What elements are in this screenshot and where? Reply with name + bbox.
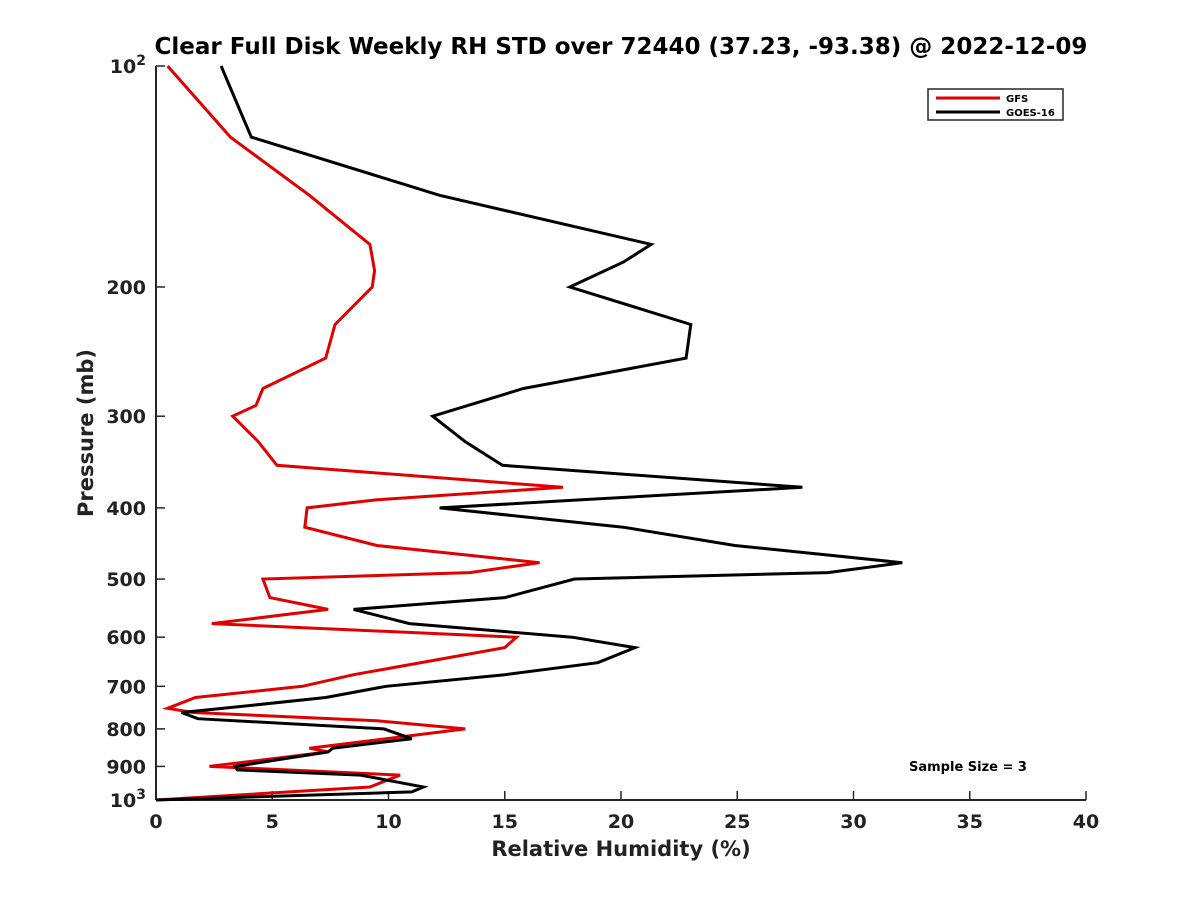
y-tick-label: 400 — [106, 498, 146, 520]
y-tick-label: 500 — [106, 569, 146, 591]
y-axis-label: Pressure (mb) — [74, 349, 98, 517]
x-axis-ticks: 0 5 10 15 20 25 30 35 40 — [149, 791, 1099, 833]
y-tick-label: 200 — [106, 277, 146, 299]
series-line-gfs — [155, 65, 564, 802]
x-tick-label: 35 — [957, 811, 983, 833]
series-lines — [155, 65, 903, 802]
legend: GFS GOES-16 — [927, 88, 1064, 121]
x-tick-label: 0 — [149, 811, 162, 833]
y-tick-exponent: 3 — [136, 787, 146, 803]
y-tick-base: 10 — [110, 790, 136, 812]
x-tick-label: 10 — [375, 811, 401, 833]
y-tick-label: 800 — [106, 719, 146, 741]
chart-title: Clear Full Disk Weekly RH STD over 72440… — [155, 34, 1088, 60]
x-tick-label: 15 — [492, 811, 518, 833]
y-tick-label: 900 — [106, 756, 146, 778]
y-tick-label: 600 — [106, 627, 146, 649]
x-tick-label: 40 — [1073, 811, 1099, 833]
legend-label: GOES-16 — [1006, 108, 1055, 119]
x-axis-label: Relative Humidity (%) — [491, 837, 750, 861]
y-tick-base: 10 — [110, 56, 136, 78]
x-tick-label: 30 — [840, 811, 866, 833]
y-tick-exponent: 2 — [136, 53, 146, 69]
legend-box — [927, 88, 1064, 121]
y-tick-label: 102 — [110, 53, 146, 78]
y-tick-label: 700 — [106, 676, 146, 698]
x-tick-label: 20 — [608, 811, 634, 833]
x-tick-label: 5 — [266, 811, 279, 833]
y-tick-label: 103 — [110, 787, 146, 812]
sample-size-annotation: Sample Size = 3 — [909, 760, 1027, 775]
series-line-goes-16 — [155, 65, 903, 802]
x-tick-label: 25 — [724, 811, 750, 833]
legend-label: GFS — [1006, 94, 1028, 105]
y-tick-label: 300 — [106, 406, 146, 428]
